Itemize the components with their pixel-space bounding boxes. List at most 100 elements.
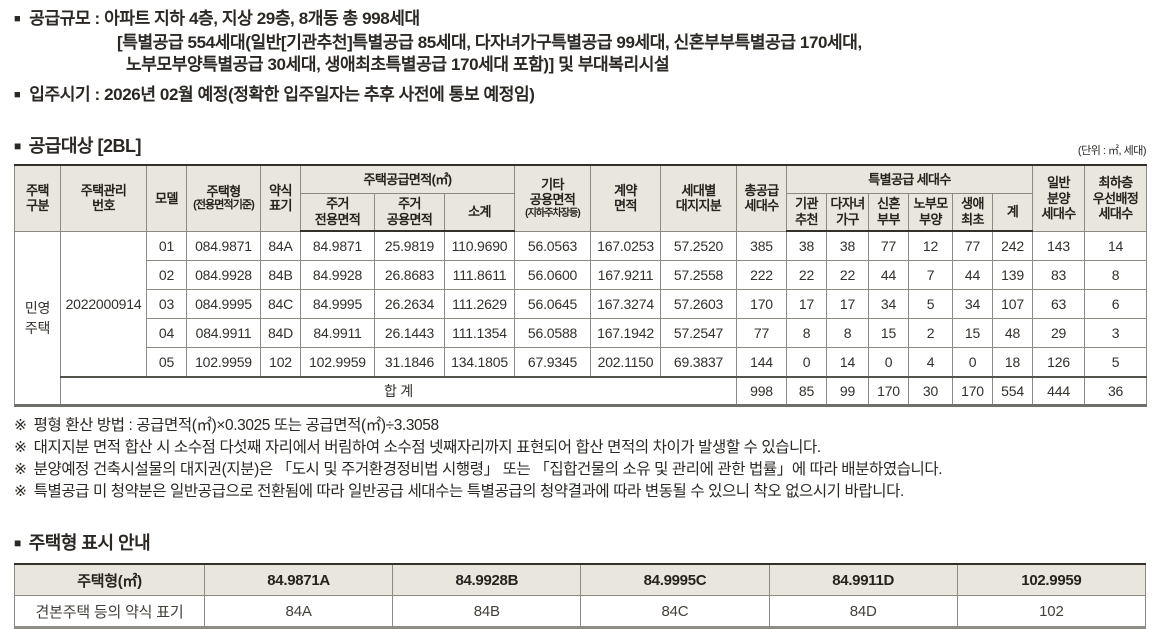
type-value-code: 84D (768, 595, 958, 628)
type-header-value: 84.9871A (203, 563, 394, 596)
col-header-etc-area: 기타 공용면적 (지하주차장등) (514, 164, 592, 232)
cell-special-multichild: 17 (826, 289, 870, 319)
supply-table: 주택 구분 주택관리 번호 모델 주택형 (전용면적기준) 약식 표기 주택공급면… (14, 164, 1148, 407)
cell-special-firstlife: 0 (952, 347, 994, 378)
supply-table-body: 민영 주택 2022000914 01 084.9871 84A 84.9871 25.98… (14, 230, 1148, 406)
col-header-special-multichild: 다자녀 가구 (826, 192, 870, 232)
type-header-value: 84.9995C (580, 563, 770, 596)
cell-private-area: 84.9911 (300, 318, 375, 348)
cell-contract-area: 167.0253 (590, 230, 662, 261)
type-section-title: ■ 주택형 표시 안내 (14, 529, 151, 555)
cell-special-sum: 139 (992, 260, 1034, 290)
col-header-type-main: 주택형 (206, 184, 241, 200)
type-value-label: 견본주택 등의 약식 표기 (14, 595, 205, 628)
cell-common-area: 31.1846 (374, 347, 445, 378)
top-info: ■ 공급규모 : 아파트 지하 4층, 지상 29층, 8개동 총 998세대 [… (14, 8, 1146, 108)
supply-table-row: 02 084.9928 84B 84.9928 26.8683 111.8611 56.06… (15, 260, 1148, 290)
cell-short-code: 84B (260, 260, 301, 290)
cell-lowest-floor: 8 (1084, 260, 1148, 290)
cell-type: 084.9871 (186, 230, 261, 261)
cell-special-parents: 12 (908, 230, 954, 261)
cell-lowest-floor: 14 (1084, 230, 1148, 261)
cell-special-firstlife: 15 (952, 318, 994, 348)
supply-section-header: ■ 공급대상 [2BL] (단위 : ㎡, 세대) (14, 132, 1147, 158)
cell-private-area: 84.9928 (300, 260, 375, 290)
cell-special-newlywed: 34 (868, 289, 910, 319)
cell-contract-area: 167.3274 (590, 289, 662, 319)
cell-special-parents: 5 (908, 289, 954, 319)
cell-total-units: 144 (736, 347, 788, 378)
cell-land-share: 57.2547 (660, 318, 738, 348)
cell-lowest-floor: 6 (1084, 289, 1148, 319)
cell-etc-area: 56.0600 (514, 260, 592, 290)
unit-note: (단위 : ㎡, 세대) (1077, 145, 1147, 157)
col-header-common-area: 주거 공용면적 (374, 192, 445, 232)
reference-mark-icon: ※ (14, 483, 27, 500)
square-bullet-icon: ■ (14, 89, 21, 101)
cell-area-subtotal: 110.9690 (443, 230, 516, 261)
type-header-label: 주택형(㎡) (14, 563, 205, 596)
cell-area-subtotal: 134.1805 (443, 347, 516, 378)
cell-model: 05 (146, 347, 187, 378)
square-bullet-icon: ■ (14, 13, 21, 25)
square-bullet-icon: ■ (14, 536, 21, 550)
total-lowest-floor: 36 (1084, 376, 1148, 406)
group-mgmt-no: 2022000914 (60, 230, 147, 378)
supply-scale-line1: ■ 공급규모 : 아파트 지하 4층, 지상 29층, 8개동 총 998세대 (14, 8, 1146, 32)
cell-contract-area: 167.9211 (590, 260, 662, 290)
type-value-code: 84B (392, 595, 582, 628)
cell-common-area: 26.2634 (374, 289, 445, 319)
supply-scale-text1: 공급규모 : 아파트 지하 4층, 지상 29층, 8개동 총 998세대 (29, 9, 420, 28)
cell-private-area: 102.9959 (300, 347, 375, 378)
total-general-units: 444 (1032, 376, 1086, 406)
move-in-text: 입주시기 : 2026년 02월 예정(정확한 입주일자는 추후 사전에 통보 … (29, 85, 535, 104)
cell-common-area: 26.1443 (374, 318, 445, 348)
type-display-table: 주택형(㎡) 84.9871A 84.9928B 84.9995C 84.991… (14, 563, 1147, 629)
col-group-special-supply: 특별공급 세대수 (786, 164, 1034, 194)
cell-special-parents: 4 (908, 347, 954, 378)
supply-table-row: 민영 주택 2022000914 01 084.9871 84A 84.9871 25.98… (14, 230, 1148, 406)
cell-total-units: 170 (736, 289, 788, 319)
type-header-value: 102.9959 (956, 563, 1147, 596)
col-header-housing-class: 주택 구분 (14, 164, 61, 232)
col-header-special-newlywed: 신혼 부부 (868, 192, 910, 232)
cell-special-newlywed: 44 (868, 260, 910, 290)
col-header-special-parents: 노부모 부양 (908, 192, 954, 232)
cell-etc-area: 56.0588 (514, 318, 592, 348)
supply-table-row: 05 102.9959 102 102.9959 31.1846 134.1805 67.9… (15, 347, 1148, 378)
cell-special-multichild: 14 (826, 347, 870, 378)
cell-area-subtotal: 111.1354 (443, 318, 516, 348)
cell-special-multichild: 8 (826, 318, 870, 348)
supply-scale-text3: 노부모부양특별공급 30세대, 생애최초특별공급 170세대 포함)] 및 부대… (126, 55, 670, 74)
note-text: 대지지분 면적 합산 시 소수점 다섯째 자리에서 버림하여 소수점 넷째자리까… (33, 439, 822, 456)
supply-section-title-text: 공급대상 [2BL] (28, 136, 142, 156)
total-special-newlywed: 170 (868, 376, 910, 406)
col-header-total-units: 총공급 세대수 (736, 164, 788, 232)
total-special-multichild: 99 (826, 376, 870, 406)
move-in-line: ■ 입주시기 : 2026년 02월 예정(정확한 입주일자는 추후 사전에 통보… (14, 84, 1146, 108)
col-header-type: 주택형 (전용면적기준) (186, 164, 261, 232)
note-item: ※ 분양예정 건축시설물의 대지권(지분)은 「도시 및 주거환경정비법 시행령」… (14, 459, 1146, 481)
cell-general-units: 83 (1032, 260, 1086, 290)
type-section-header: ■ 주택형 표시 안내 (14, 529, 1146, 555)
cell-general-units: 29 (1032, 318, 1086, 348)
col-header-model: 모델 (146, 164, 187, 232)
supply-scale-line2: [특별공급 554세대(일반[기관추천]특별공급 85세대, 다자녀가구특별공급… (14, 32, 1146, 54)
cell-land-share: 57.2558 (660, 260, 738, 290)
cell-type: 084.9995 (186, 289, 261, 319)
note-item: ※ 평형 환산 방법 : 공급면적(㎡)×0.3025 또는 공급면적(㎡)÷3.… (14, 415, 1146, 437)
col-header-mgmt-no: 주택관리 번호 (60, 164, 147, 232)
cell-general-units: 143 (1032, 230, 1086, 261)
col-header-special-firstlife: 생애 최초 (952, 192, 994, 232)
supply-table-row: 04 084.9911 84D 84.9911 26.1443 111.1354 56.05… (15, 318, 1148, 348)
col-header-general-units: 일반 분양 세대수 (1032, 164, 1086, 232)
cell-area-subtotal: 111.8611 (443, 260, 516, 290)
supply-scale-line3: 노부모부양특별공급 30세대, 생애최초특별공급 170세대 포함)] 및 부대… (14, 54, 1146, 76)
reference-mark-icon: ※ (14, 417, 27, 434)
cell-type: 084.9911 (186, 318, 261, 348)
type-table-value-row: 견본주택 등의 약식 표기 84A 84B 84C 84D 102 (14, 595, 1147, 628)
cell-lowest-floor: 3 (1084, 318, 1148, 348)
supply-scale-text2: [특별공급 554세대(일반[기관추천]특별공급 85세대, 다자녀가구특별공급… (117, 33, 862, 52)
col-header-subtotal: 소계 (443, 192, 516, 232)
cell-special-sum: 107 (992, 289, 1034, 319)
